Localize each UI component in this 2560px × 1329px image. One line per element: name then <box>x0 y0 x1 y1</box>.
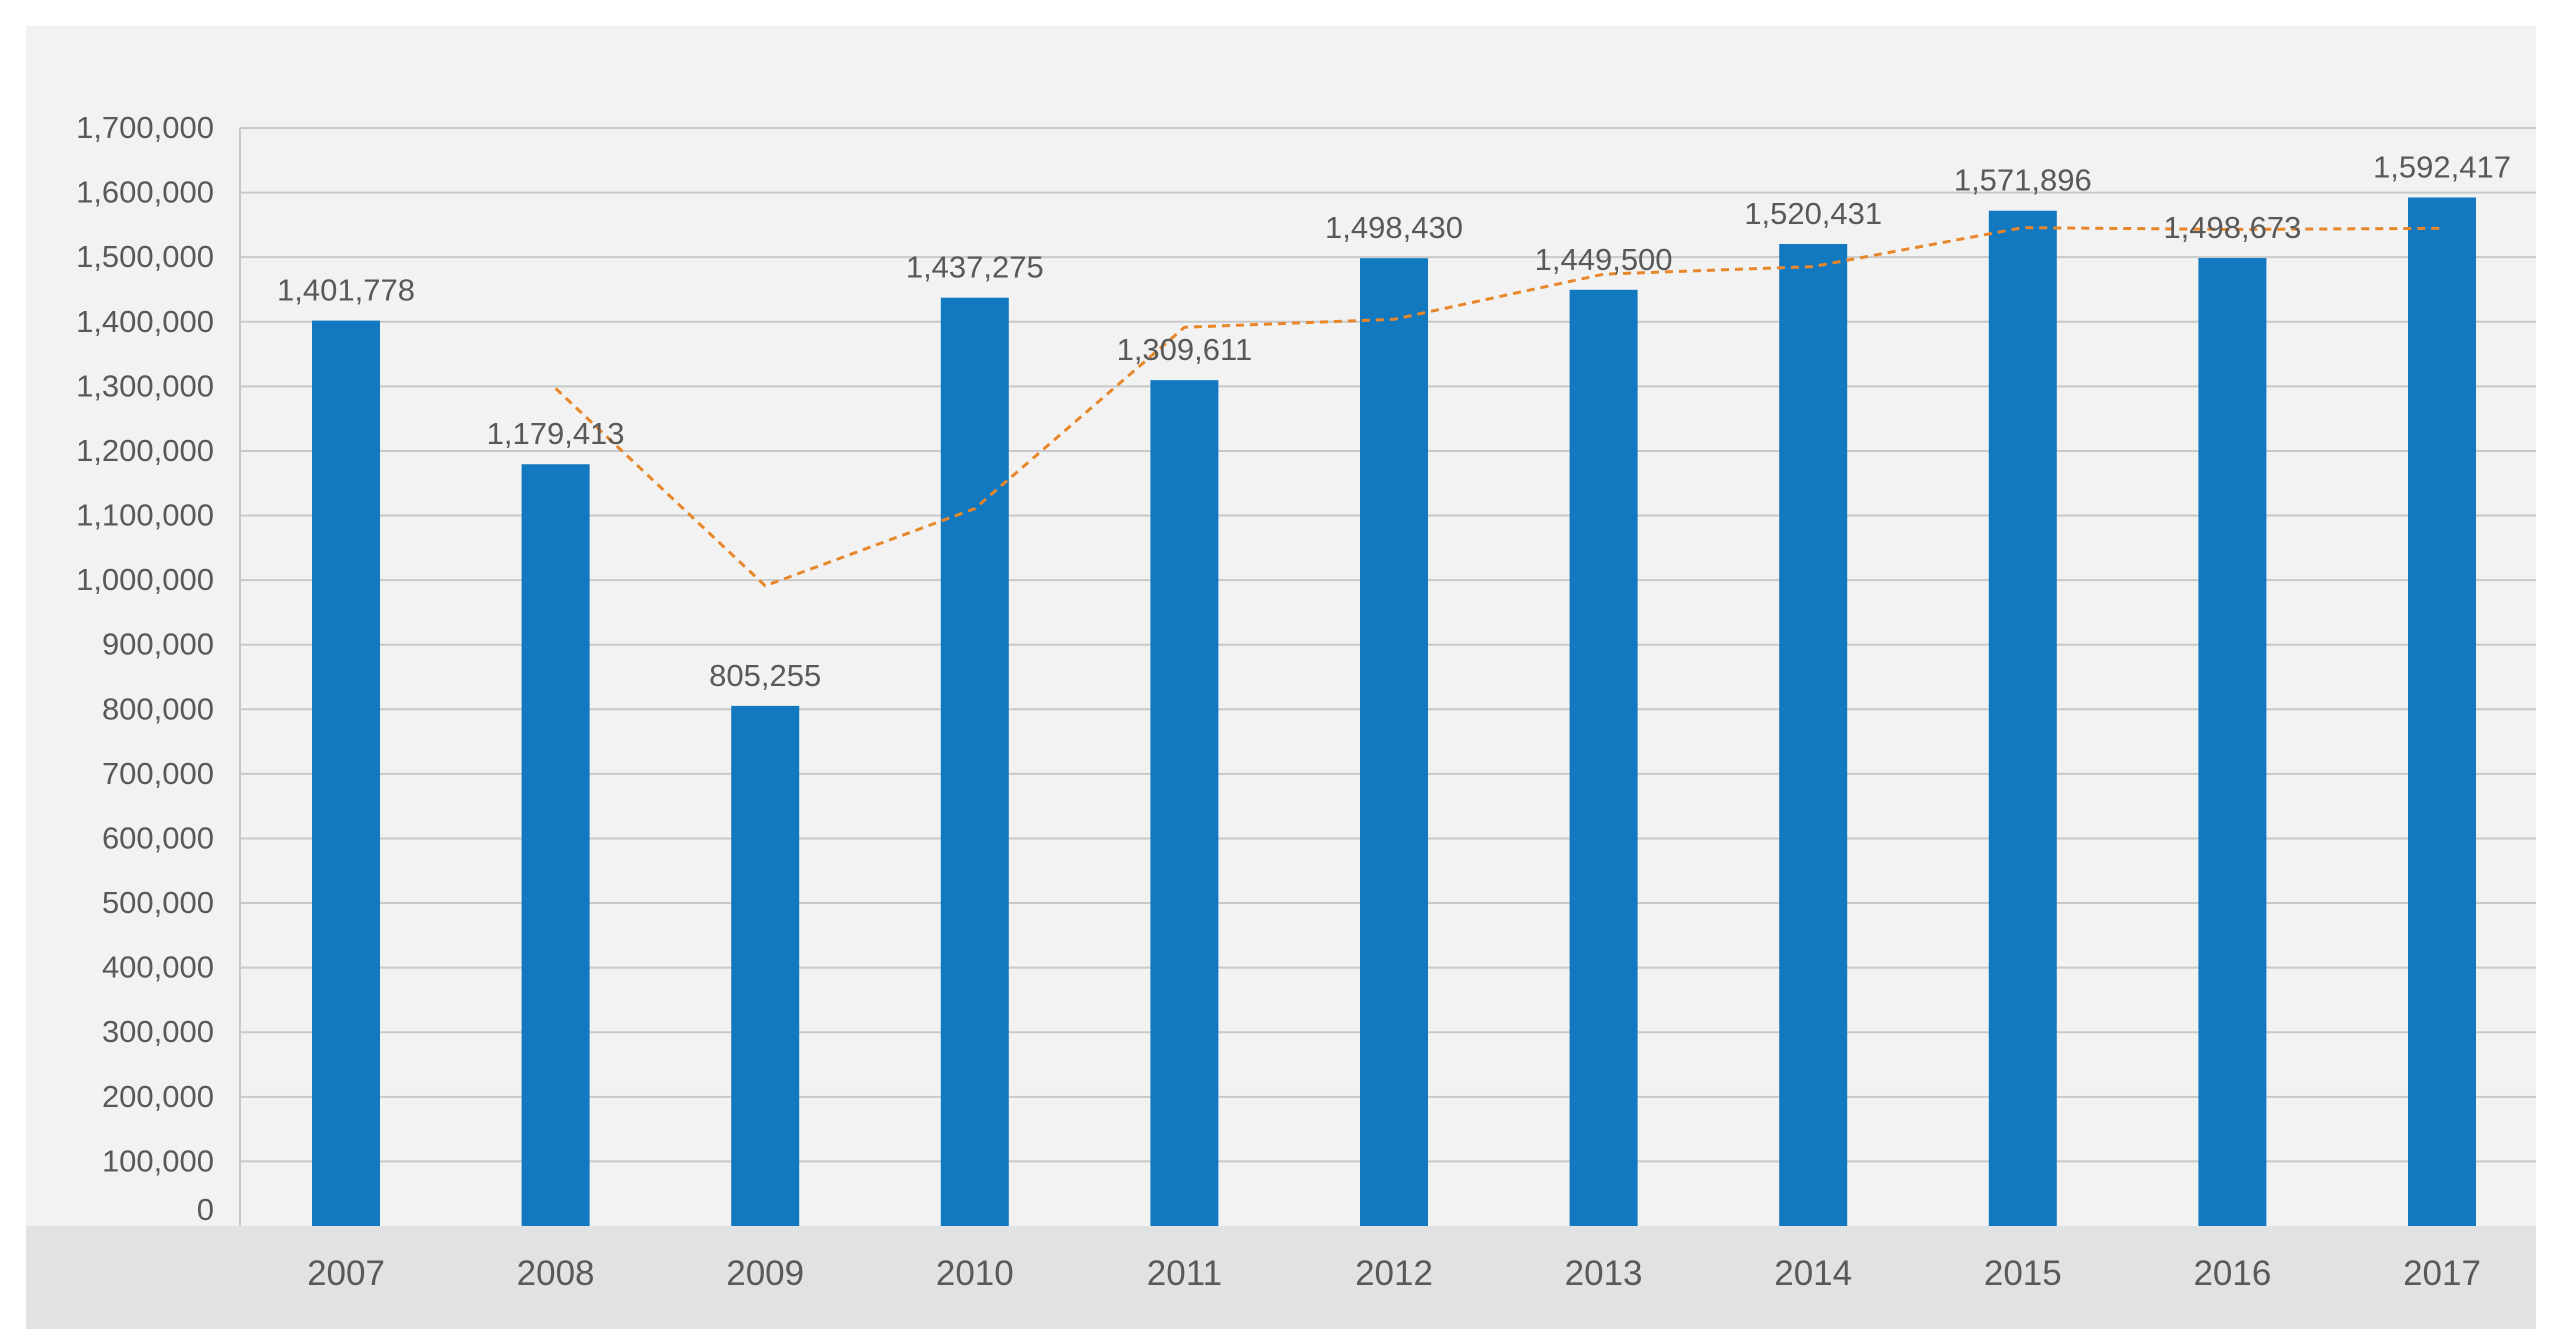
bar <box>1779 243 1848 1226</box>
data-labels: 1,401,778 1,179,413 805,255 1,437,275 1,309,… <box>277 149 2511 692</box>
y-tick-label: 300,000 <box>102 1014 214 1049</box>
data-label: 1,449,500 <box>1535 242 1673 277</box>
bar <box>2198 258 2267 1226</box>
y-tick-label: 1,700,000 <box>76 110 214 145</box>
plot-background <box>26 26 2536 1226</box>
y-tick-label: 1,500,000 <box>76 239 214 274</box>
data-label: 1,520,431 <box>1744 196 1882 231</box>
x-tick-label: 2008 <box>517 1254 595 1293</box>
bar <box>2408 197 2476 1226</box>
x-tick-label: 2014 <box>1774 1254 1852 1293</box>
data-label: 1,437,275 <box>906 250 1044 285</box>
y-tick-label: 900,000 <box>102 627 214 662</box>
y-tick-label: 1,200,000 <box>76 433 214 468</box>
bar <box>1569 289 1638 1226</box>
bar <box>940 297 1009 1226</box>
bar <box>1360 258 1428 1226</box>
y-tick-label: 800,000 <box>102 691 214 726</box>
y-tick-label: 0 <box>197 1192 214 1227</box>
y-tick-label: 1,600,000 <box>76 175 214 210</box>
y-axis-tick-labels: 0 100,000 200,000 300,000 400,000 500,000 600,… <box>76 110 214 1227</box>
y-tick-label: 1,400,000 <box>76 304 214 339</box>
bar <box>312 320 380 1226</box>
x-tick-label: 2017 <box>2403 1254 2481 1293</box>
data-label: 1,498,673 <box>2163 210 2301 245</box>
bar <box>1150 380 1219 1226</box>
y-tick-label: 1,100,000 <box>76 498 214 533</box>
y-tick-label: 200,000 <box>102 1079 214 1114</box>
x-tick-label: 2010 <box>936 1254 1014 1293</box>
data-label: 805,255 <box>709 658 821 693</box>
data-label: 1,571,896 <box>1954 163 2092 198</box>
bar-series <box>312 197 2476 1227</box>
data-label: 1,179,413 <box>487 416 625 451</box>
y-tick-label: 700,000 <box>102 756 214 791</box>
x-axis-category-labels: 2007 2008 2009 2010 2011 2012 2013 2014 2015 2016… <box>307 1254 2481 1293</box>
bar-line-chart: 0 100,000 200,000 300,000 400,000 500,000 600,… <box>26 26 2536 1329</box>
y-tick-label: 1,000,000 <box>76 562 214 597</box>
bar <box>1988 210 2057 1226</box>
x-tick-label: 2009 <box>726 1254 804 1293</box>
y-tick-label: 1,300,000 <box>76 368 214 403</box>
y-tick-label: 400,000 <box>102 950 214 985</box>
category-axis-band <box>26 1226 2536 1329</box>
data-label: 1,401,778 <box>277 273 415 308</box>
data-label: 1,309,611 <box>1117 332 1253 367</box>
bar <box>731 705 800 1226</box>
bar <box>521 464 590 1227</box>
chart-panel: 0 100,000 200,000 300,000 400,000 500,000 600,… <box>26 26 2536 1329</box>
x-tick-label: 2012 <box>1355 1254 1433 1293</box>
y-tick-label: 500,000 <box>102 885 214 920</box>
data-label: 1,592,417 <box>2373 149 2511 184</box>
y-tick-label: 600,000 <box>102 820 214 855</box>
x-tick-label: 2007 <box>307 1254 385 1293</box>
x-tick-label: 2016 <box>2193 1254 2271 1293</box>
data-label: 1,498,430 <box>1325 210 1463 245</box>
x-tick-label: 2013 <box>1565 1254 1643 1293</box>
x-tick-label: 2015 <box>1984 1254 2062 1293</box>
trend-line-series <box>554 226 2443 588</box>
trend-line <box>554 226 2443 588</box>
y-tick-label: 100,000 <box>102 1143 214 1178</box>
x-tick-label: 2011 <box>1147 1254 1222 1293</box>
